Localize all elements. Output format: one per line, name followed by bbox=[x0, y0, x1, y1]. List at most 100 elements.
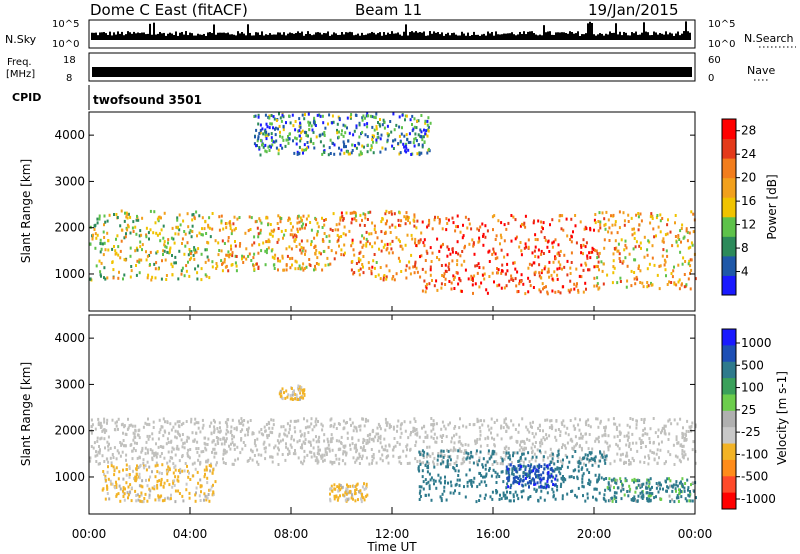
power-cell bbox=[285, 247, 288, 251]
power-cell bbox=[162, 224, 165, 228]
velocity-cell bbox=[480, 480, 483, 484]
power-cell bbox=[460, 289, 463, 293]
velocity-cell bbox=[666, 477, 669, 481]
noise-sample bbox=[231, 34, 233, 40]
velocity-cell bbox=[520, 490, 523, 494]
velocity-cell bbox=[649, 427, 652, 431]
velocity-cell bbox=[655, 486, 658, 490]
power-cell bbox=[426, 123, 429, 127]
velocity-cell bbox=[400, 422, 403, 426]
power-cell bbox=[619, 280, 622, 283]
velocity-cell bbox=[629, 417, 632, 420]
power-cell bbox=[399, 240, 401, 244]
velocity-cell bbox=[595, 437, 598, 441]
power-cell bbox=[622, 259, 625, 263]
power-cell bbox=[370, 145, 373, 149]
velocity-cell bbox=[507, 479, 510, 483]
power-cell bbox=[344, 233, 347, 237]
velocity-cell bbox=[470, 450, 473, 454]
velocity-cell bbox=[178, 459, 181, 463]
velocity-cell bbox=[388, 443, 391, 447]
velocity-cell bbox=[277, 446, 280, 450]
velocity-cell bbox=[678, 481, 681, 485]
power-cell bbox=[515, 235, 518, 239]
power-cell bbox=[379, 118, 381, 121]
velocity-cell bbox=[632, 459, 635, 463]
velocity-cell bbox=[212, 493, 215, 496]
noise-sample bbox=[215, 34, 217, 40]
noise-sample bbox=[587, 23, 589, 40]
noise-sample bbox=[573, 33, 575, 40]
velocity-cell bbox=[527, 451, 530, 455]
velocity-cell bbox=[360, 500, 363, 504]
velocity-cell bbox=[496, 462, 499, 465]
velocity-cell bbox=[351, 421, 354, 425]
velocity-cell bbox=[128, 424, 131, 428]
velocity-cell bbox=[677, 500, 680, 503]
power-cell bbox=[331, 229, 334, 232]
power-cell bbox=[357, 269, 360, 273]
velocity-cell bbox=[154, 464, 157, 468]
power-cell bbox=[217, 253, 220, 257]
velocity-cell bbox=[660, 440, 663, 444]
power-cell bbox=[482, 234, 484, 238]
power-cell bbox=[431, 227, 434, 231]
power-cell bbox=[183, 274, 186, 278]
power-cell bbox=[482, 232, 485, 236]
power-cell bbox=[313, 122, 316, 126]
velocity-cell bbox=[128, 465, 131, 469]
power-cell bbox=[650, 283, 653, 287]
power-cell bbox=[135, 218, 138, 222]
velocity-cell bbox=[518, 459, 521, 463]
velocity-cell bbox=[564, 453, 567, 457]
power-cell bbox=[558, 266, 561, 270]
velocity-cell bbox=[601, 455, 604, 459]
power-cell bbox=[497, 271, 499, 275]
power-cell bbox=[261, 127, 264, 131]
velocity-cell bbox=[504, 496, 507, 500]
velocity-cell bbox=[532, 469, 535, 473]
velocity-cell bbox=[673, 463, 676, 466]
power-cell bbox=[165, 245, 168, 249]
velocity-cell bbox=[148, 478, 150, 482]
velocity-cell bbox=[342, 419, 345, 423]
power-cell bbox=[548, 275, 551, 279]
velocity-cell bbox=[483, 480, 486, 484]
power-cell bbox=[659, 230, 662, 234]
velocity-cell bbox=[512, 465, 515, 468]
velocity-cell bbox=[323, 433, 326, 437]
velocity-cell bbox=[566, 455, 569, 459]
velocity-cell bbox=[178, 492, 181, 495]
power-cell bbox=[527, 245, 530, 249]
noise-sample bbox=[589, 21, 591, 40]
velocity-cell bbox=[528, 438, 531, 442]
power-cell bbox=[429, 246, 432, 250]
velocity-cell bbox=[141, 446, 144, 450]
power-cell bbox=[427, 116, 430, 120]
velocity-cell bbox=[299, 396, 302, 400]
power-cell bbox=[177, 277, 180, 281]
velocity-cell bbox=[614, 422, 617, 426]
velocity-cell bbox=[490, 426, 493, 430]
velocity-cell bbox=[604, 432, 607, 436]
noise-sample bbox=[167, 33, 169, 40]
power-cell bbox=[424, 284, 427, 288]
velocity-cell bbox=[289, 443, 292, 447]
power-cell bbox=[598, 268, 600, 272]
power-cell bbox=[126, 223, 129, 227]
power-cell bbox=[666, 283, 669, 286]
velocity-cell bbox=[644, 455, 646, 459]
velocity-cell bbox=[508, 473, 511, 477]
power-cell bbox=[117, 276, 120, 280]
power-cell bbox=[192, 253, 195, 257]
velocity-cell bbox=[570, 475, 573, 479]
power-cell bbox=[371, 134, 374, 138]
velocity-cell bbox=[146, 460, 149, 464]
velocity-cell bbox=[122, 439, 125, 442]
power-cell bbox=[250, 216, 253, 220]
power-cell bbox=[278, 124, 281, 128]
power-cell bbox=[279, 259, 282, 263]
velocity-cell bbox=[313, 425, 316, 429]
noise-sample bbox=[371, 31, 373, 40]
noise-sample bbox=[453, 32, 455, 40]
